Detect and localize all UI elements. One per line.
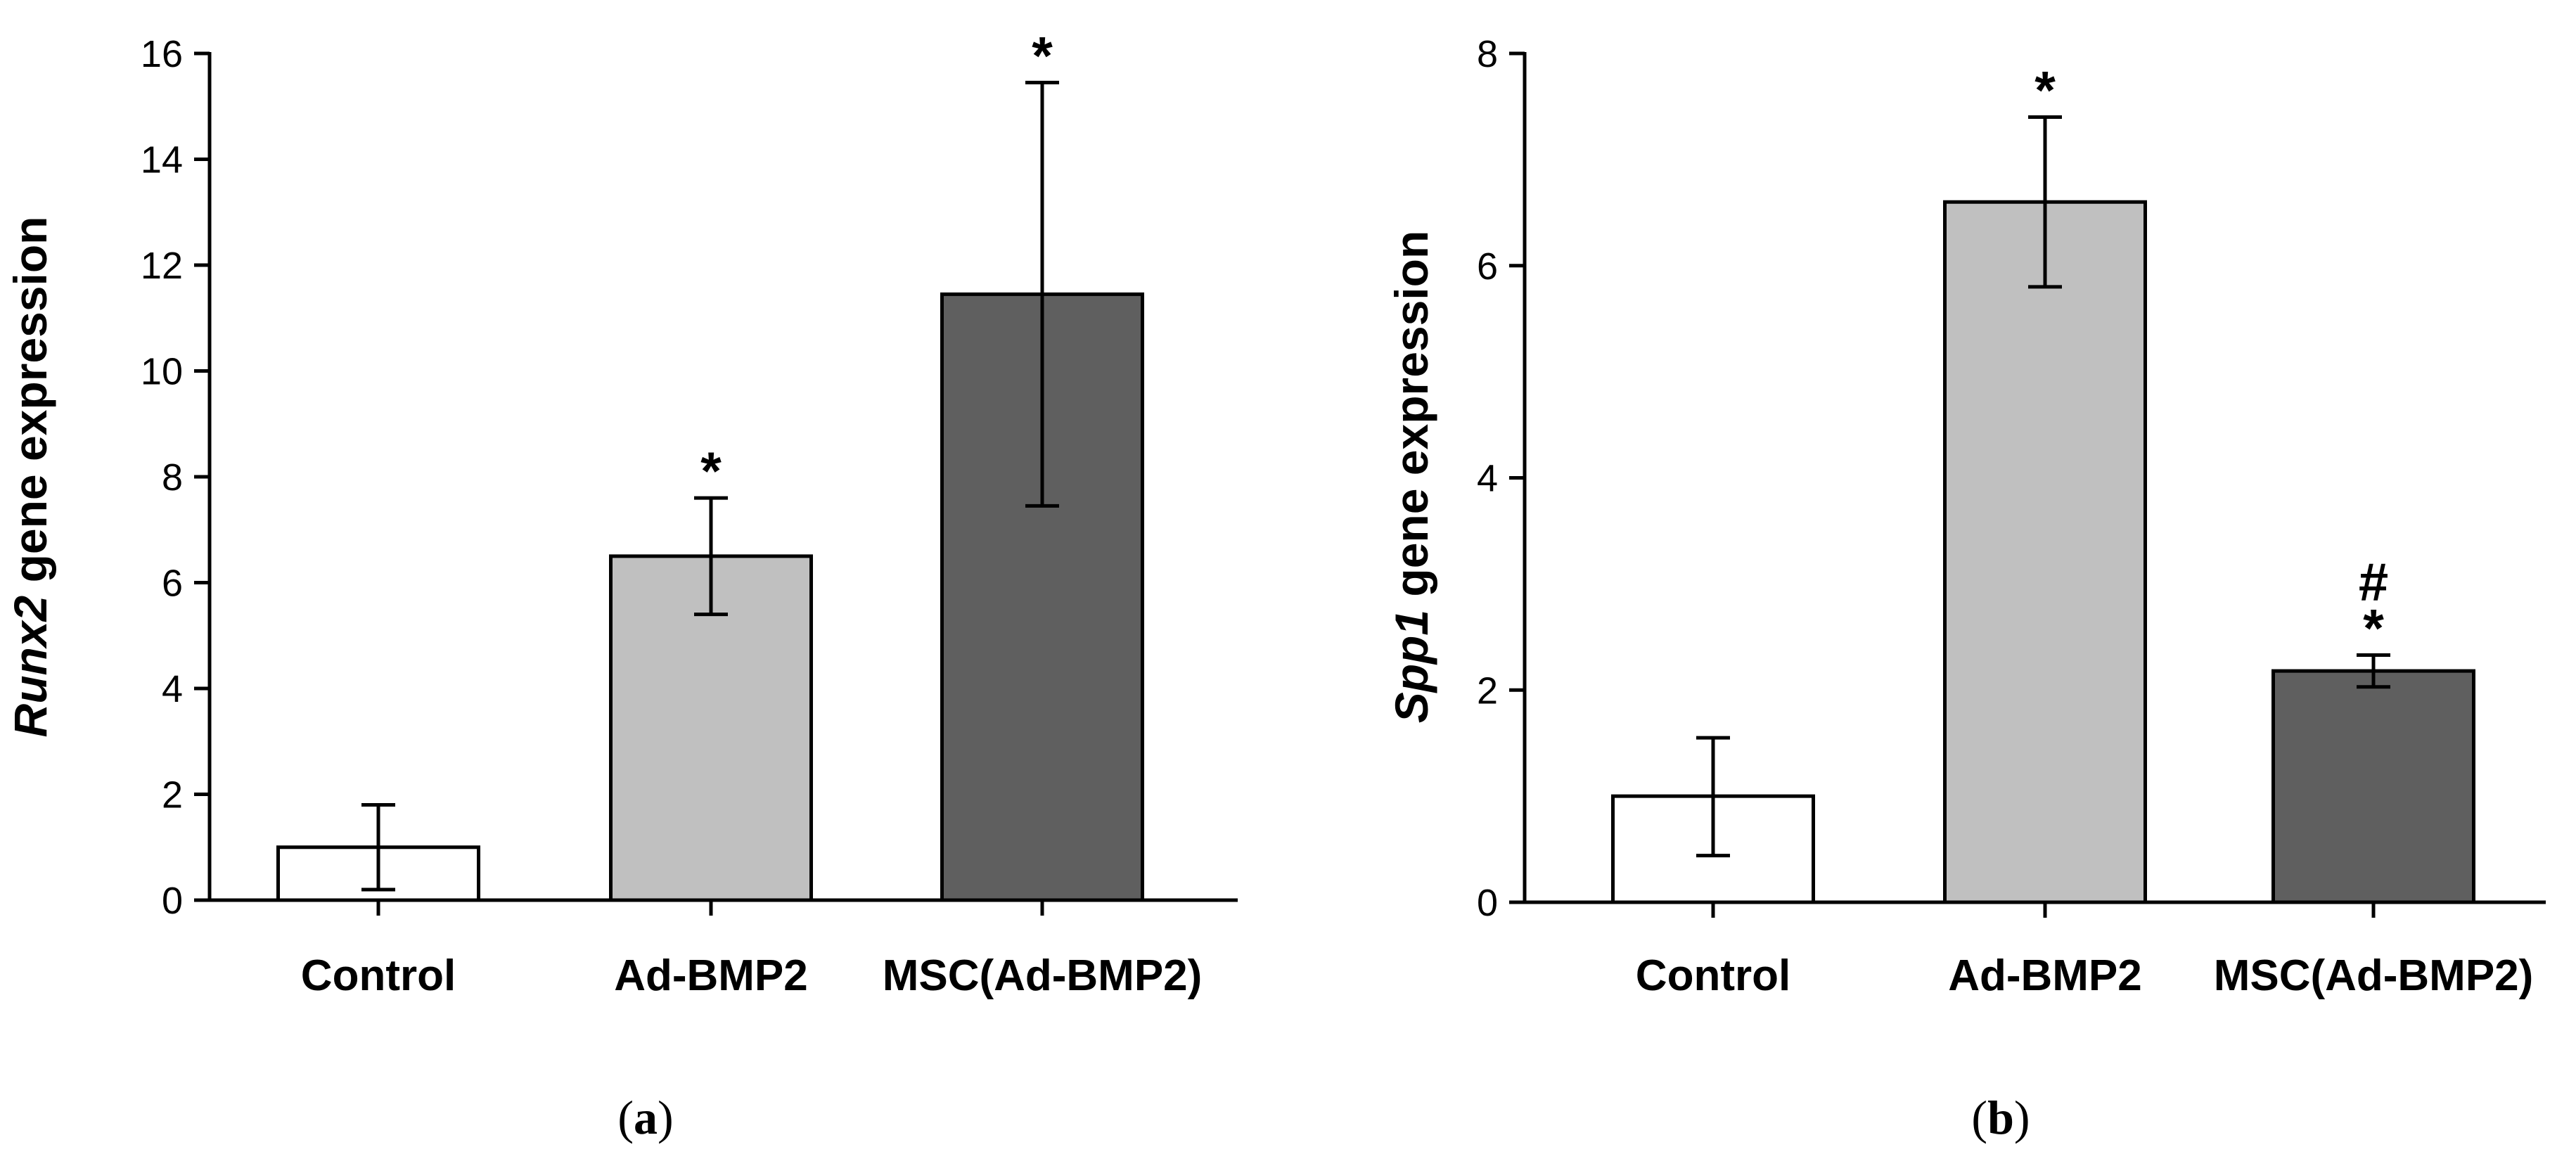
y-tick-label: 12	[141, 245, 183, 287]
bar-msc-ad-bmp2-	[2271, 669, 2475, 904]
y-tick-label: 0	[162, 880, 183, 922]
y-tick-label: 8	[162, 456, 183, 499]
x-category-label: Control	[1636, 951, 1790, 1000]
panel-label-open: (	[1971, 1091, 1987, 1144]
panel-label-open: (	[617, 1091, 634, 1144]
bar-ad-bmp2	[1943, 200, 2147, 904]
panel-label-close: )	[2014, 1091, 2030, 1144]
y-tick-label: 16	[141, 33, 183, 75]
x-category-label: Ad-BMP2	[614, 951, 808, 1000]
y-axis-label-rest: gene expression	[4, 217, 56, 596]
panel-a-chart: * * 0 2 4 6 8 10 12 14 16 Control Ad-BMP2 MSC(Ad-BMP2…	[4, 26, 1238, 1144]
x-category-label: Ad-BMP2	[1948, 951, 2142, 1000]
y-axis-label-gene: Runx2	[4, 595, 56, 737]
x-category-label: Control	[301, 951, 456, 1000]
panel-label: (a)	[617, 1091, 673, 1144]
error-bar	[2357, 653, 2390, 689]
y-tick-label: 14	[141, 139, 183, 181]
significance-hash: #	[2359, 552, 2388, 612]
y-tick-label: 6	[162, 563, 183, 605]
significance-asterisk: *	[2363, 598, 2384, 658]
panel-label-close: )	[658, 1091, 674, 1144]
error-bar	[2028, 115, 2062, 289]
y-tick-label: 4	[162, 668, 183, 710]
panel-label-letter: a	[634, 1091, 658, 1144]
y-axis-label: Spp1 gene expression	[1385, 231, 1437, 724]
y-tick-label: 2	[1477, 669, 1498, 712]
error-bar	[1696, 736, 1730, 858]
error-bar	[694, 496, 728, 617]
panel-label-letter: b	[1987, 1091, 2014, 1144]
y-tick-label: 2	[162, 774, 183, 816]
significance-asterisk: *	[2034, 61, 2056, 121]
y-tick-label: 6	[1477, 245, 1498, 288]
significance-asterisk: *	[700, 442, 722, 501]
y-tick-label: 4	[1477, 458, 1498, 500]
error-bar	[361, 803, 395, 892]
y-tick-label: 0	[1477, 882, 1498, 924]
significance-asterisk: *	[1032, 26, 1053, 86]
y-axis-label-rest: gene expression	[1385, 231, 1437, 610]
x-category-label: MSC(Ad-BMP2)	[2214, 951, 2534, 1000]
y-axis-label-gene: Spp1	[1385, 610, 1437, 723]
panel-label: (b)	[1971, 1091, 2030, 1144]
error-bar	[1025, 80, 1059, 508]
y-axis-label: Runx2 gene expression	[4, 217, 56, 738]
y-tick-label: 10	[141, 351, 183, 393]
y-tick-label: 8	[1477, 33, 1498, 75]
x-category-label: MSC(Ad-BMP2)	[883, 951, 1203, 1000]
